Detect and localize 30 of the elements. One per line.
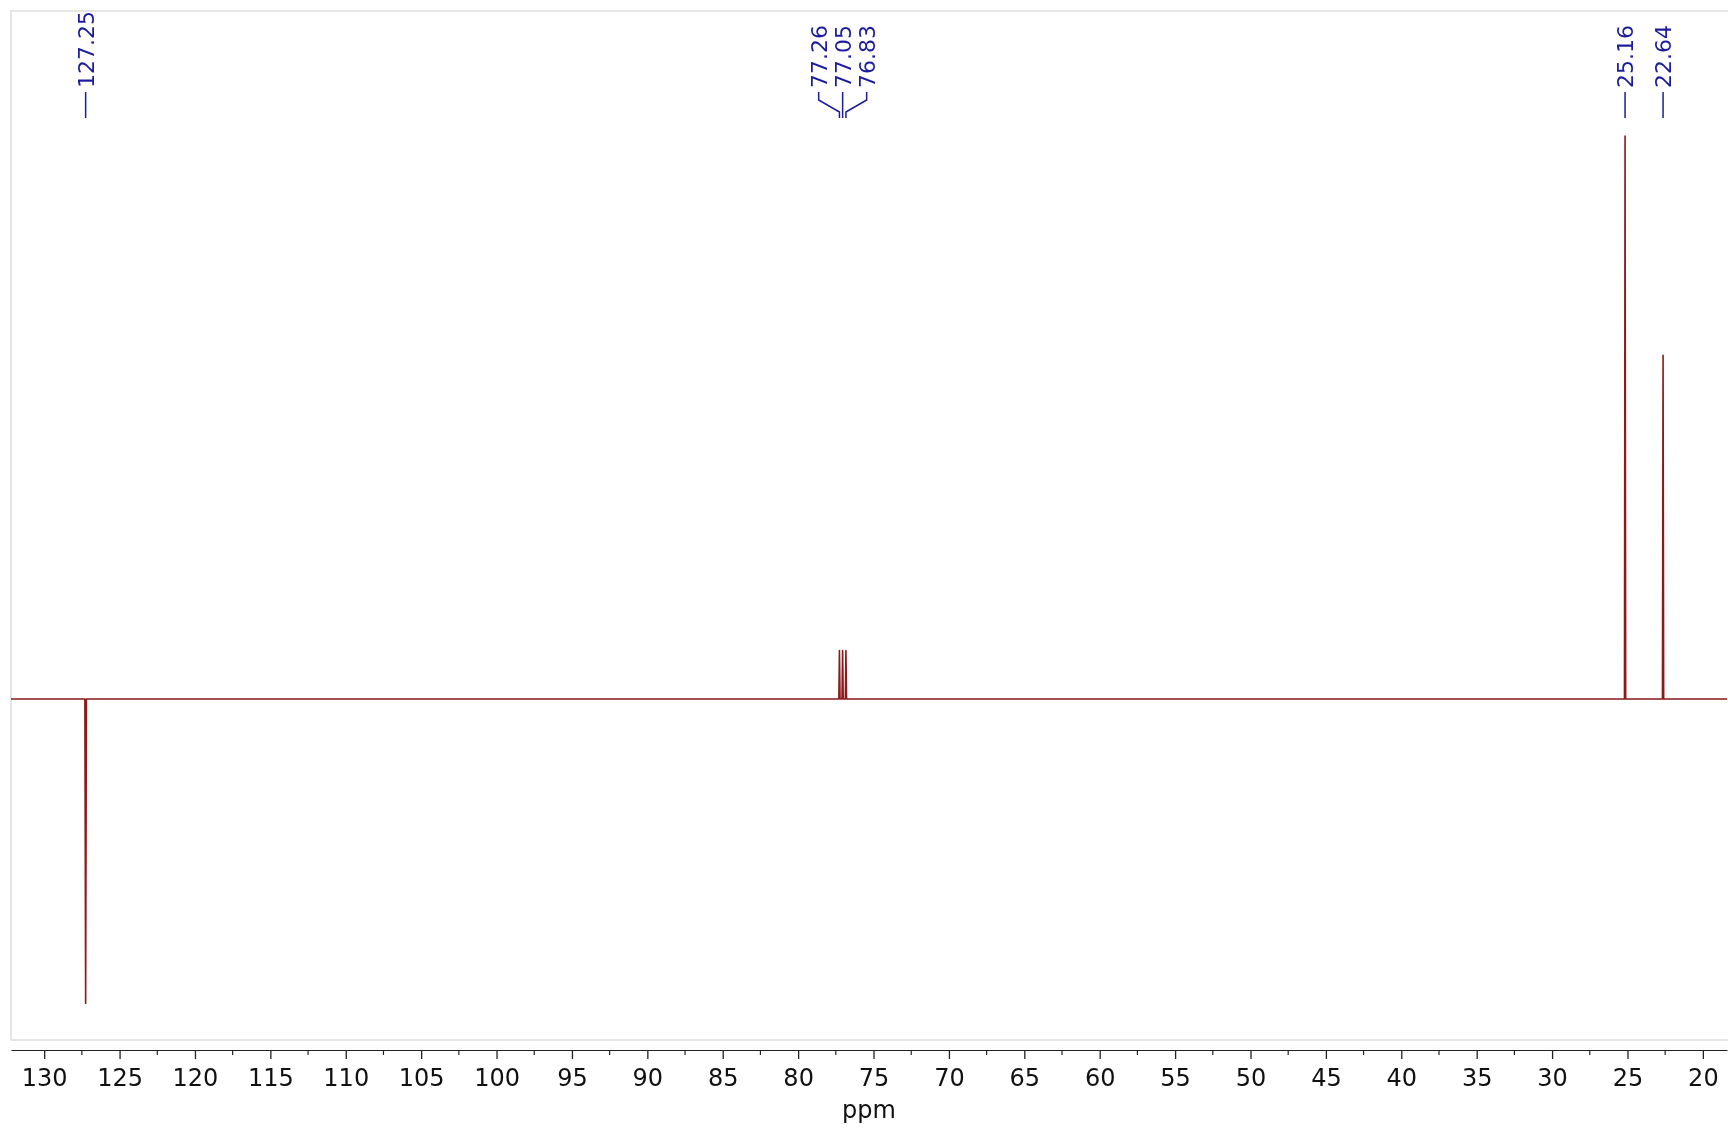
x-tick-label: 130 [21, 1064, 68, 1092]
annotation: 25.16 [1613, 25, 1639, 88]
annotation: 76.83 [854, 25, 880, 88]
x-tick-label: 95 [557, 1064, 588, 1092]
x-tick-label: 55 [1160, 1064, 1191, 1092]
x-tick-label: 45 [1311, 1064, 1342, 1092]
x-tick-label: 30 [1537, 1064, 1568, 1092]
x-tick-label: 60 [1084, 1064, 1116, 1092]
x-axis-title: ppm [842, 1096, 896, 1124]
x-tick-label: 50 [1235, 1064, 1267, 1092]
annotation: 77.26 [806, 25, 832, 88]
x-tick-label: 35 [1461, 1064, 1493, 1092]
x-tick-label: 75 [858, 1064, 890, 1092]
annotation: 22.64 [1651, 25, 1677, 88]
x-tick-label: 110 [323, 1064, 370, 1092]
x-tick-label: 115 [247, 1064, 294, 1092]
x-tick-label: 40 [1386, 1064, 1418, 1092]
x-tick-label: 125 [97, 1064, 143, 1092]
x-tick-label: 105 [398, 1064, 445, 1092]
x-tick-label: 80 [783, 1064, 814, 1092]
x-tick-label: 120 [172, 1064, 219, 1092]
annotation: 127.25 [73, 11, 99, 88]
x-tick-label: 25 [1612, 1064, 1644, 1092]
x-tick-label: 90 [632, 1064, 664, 1092]
x-tick-label: 100 [474, 1064, 520, 1092]
x-tick-label: 65 [1009, 1064, 1041, 1092]
annotation: 77.05 [830, 25, 856, 88]
x-tick-label: 85 [707, 1064, 739, 1092]
x-tick-label: 70 [934, 1064, 965, 1092]
x-tick-label: 20 [1688, 1064, 1719, 1092]
